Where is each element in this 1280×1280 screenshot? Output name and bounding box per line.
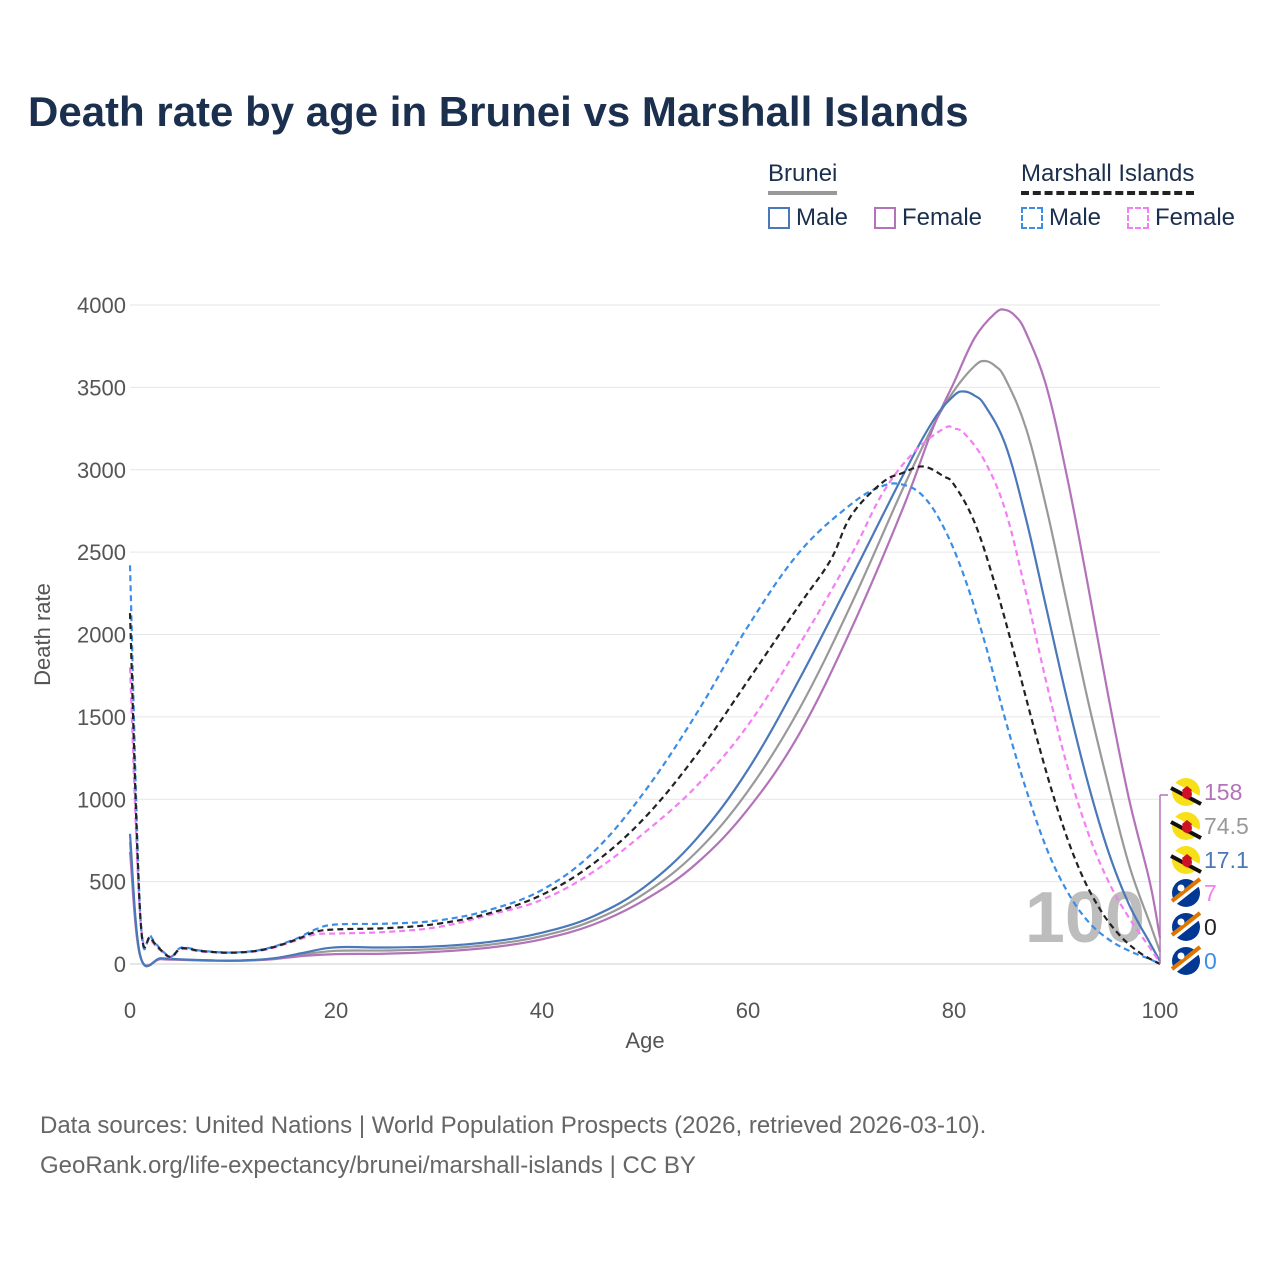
series-layer xyxy=(128,308,1162,968)
y-axis-label: Death rate xyxy=(30,583,55,686)
y-tick-label: 3000 xyxy=(77,458,126,483)
legend-item-brunei-male[interactable]: Male xyxy=(768,204,848,232)
end-value-label: 158 xyxy=(1204,779,1242,805)
y-tick-label: 3500 xyxy=(77,375,126,400)
legend-item-brunei-female[interactable]: Female xyxy=(874,204,982,232)
legend-country-brunei[interactable]: Brunei xyxy=(768,160,838,195)
x-axis-label: Age xyxy=(625,1028,664,1053)
axis-layer: 0 500 1000 1500 2000 2500 3000 3500 4000 0 20 40 60 8… xyxy=(30,293,1178,1053)
series-line-marshall-islands-total[interactable] xyxy=(128,465,1161,965)
legend-label-brunei-female: Female xyxy=(902,204,983,231)
y-tick-label: 2500 xyxy=(77,540,126,565)
series-line-brunei-female[interactable] xyxy=(128,308,1162,967)
y-tick-label: 2000 xyxy=(77,623,126,648)
legend-label-brunei-male: Male xyxy=(796,204,849,231)
legend-swatch-marshall-female xyxy=(1127,207,1149,229)
y-tick-label: 4000 xyxy=(77,293,126,318)
end-value-label: 0 xyxy=(1204,948,1217,974)
source-note: Data sources: United Nations | World Pop… xyxy=(40,1106,986,1186)
x-tick-label: 100 xyxy=(1142,998,1179,1023)
grid-layer xyxy=(130,304,1160,965)
legend-swatch-marshall-male xyxy=(1021,207,1043,229)
x-tick-label: 80 xyxy=(942,998,966,1023)
marshall-islands-flag-icon xyxy=(1170,911,1202,941)
y-tick-label: 0 xyxy=(114,952,126,977)
end-value-label: 7 xyxy=(1204,880,1217,906)
series-line-brunei-male[interactable] xyxy=(128,390,1161,968)
end-value-label: 0 xyxy=(1204,914,1217,940)
legend-item-marshall-male[interactable]: Male xyxy=(1021,204,1101,232)
chart-title: Death rate by age in Brunei vs Marshall … xyxy=(28,88,969,135)
end-value-label: 74.5 xyxy=(1204,813,1249,839)
legend-swatch-brunei-male xyxy=(768,207,790,229)
legend-label-marshall-male: Male xyxy=(1049,204,1102,231)
y-tick-label: 1000 xyxy=(77,787,126,812)
legend-swatch-brunei-female xyxy=(874,207,896,229)
y-tick-label: 1500 xyxy=(77,705,126,730)
legend-label-marshall-female: Female xyxy=(1155,204,1236,231)
x-tick-label: 40 xyxy=(530,998,554,1023)
end-value-label: 17.1 xyxy=(1204,847,1249,873)
end-labels: 158 74.5 17.1 7 0 0 xyxy=(1159,778,1249,975)
legend-item-marshall-female[interactable]: Female xyxy=(1127,204,1235,232)
series-line-marshall-islands-female[interactable] xyxy=(128,425,1161,964)
x-tick-label: 0 xyxy=(124,998,136,1023)
x-tick-label: 20 xyxy=(324,998,348,1023)
y-tick-label: 500 xyxy=(89,870,126,895)
source-line-1: Data sources: United Nations | World Pop… xyxy=(40,1112,987,1139)
brunei-flag-icon xyxy=(1169,812,1203,840)
marshall-islands-flag-icon xyxy=(1170,945,1202,975)
brunei-flag-icon xyxy=(1169,778,1203,806)
marshall-islands-flag-icon xyxy=(1170,877,1202,907)
x-tick-label: 60 xyxy=(736,998,760,1023)
brunei-flag-icon xyxy=(1169,846,1203,874)
source-line-2: GeoRank.org/life-expectancy/brunei/marsh… xyxy=(40,1152,696,1179)
legend-country-marshall-islands[interactable]: Marshall Islands xyxy=(1021,160,1195,195)
series-line-brunei-total[interactable] xyxy=(128,359,1162,968)
